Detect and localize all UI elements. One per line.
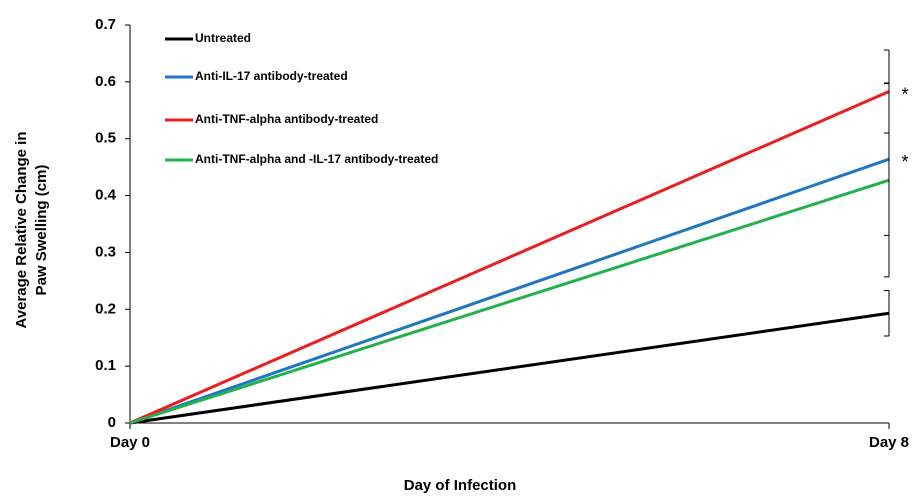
y-axis-title: Paw Swelling (cm) <box>33 165 50 296</box>
x-tick-label: Day 8 <box>869 434 909 451</box>
series-line <box>129 90 890 425</box>
legend-label: Anti-TNF-alpha antibody-treated <box>195 112 378 126</box>
y-tick-label: 0.1 <box>95 357 116 374</box>
annotation: * <box>901 152 908 172</box>
y-tick-label: 0.2 <box>95 300 116 317</box>
series-line <box>129 178 890 425</box>
legend-label: Untreated <box>195 31 251 45</box>
y-tick-label: 0.3 <box>95 243 116 260</box>
y-axis-title: Average Relative Change in <box>13 131 30 328</box>
y-tick-label: 0.4 <box>95 187 117 204</box>
series-line <box>129 311 890 425</box>
x-tick-label: Day 0 <box>110 434 150 451</box>
legend-label: Anti-IL-17 antibody-treated <box>195 69 348 83</box>
y-tick-label: 0.6 <box>95 73 116 90</box>
annotation: * <box>901 84 908 104</box>
y-tick-label: 0 <box>108 414 116 431</box>
series-line <box>129 157 890 425</box>
x-axis-title: Day of Infection <box>404 477 517 494</box>
y-tick-label: 0.7 <box>95 16 116 33</box>
legend-label: Anti-TNF-alpha and -IL-17 antibody-treat… <box>195 152 438 166</box>
y-tick-label: 0.5 <box>95 130 116 147</box>
